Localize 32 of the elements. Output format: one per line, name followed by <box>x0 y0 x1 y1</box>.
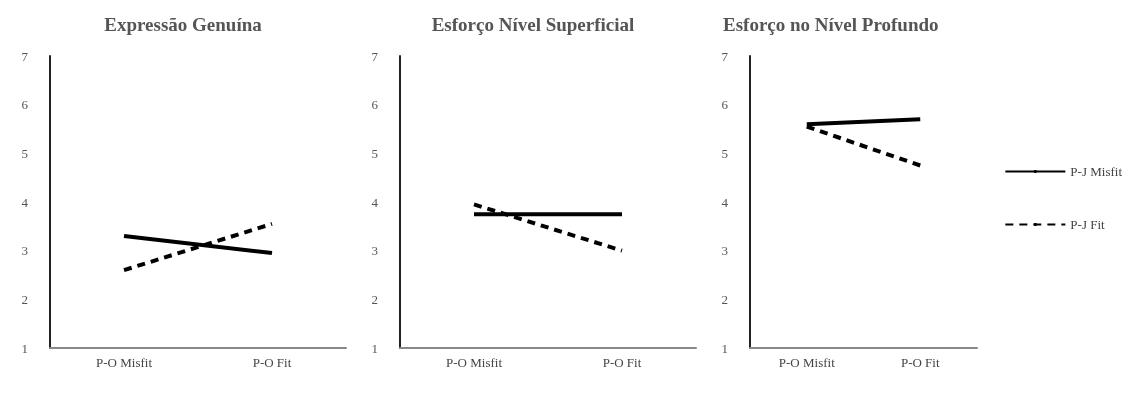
y-tick-label: 6 <box>721 97 729 113</box>
y-tick-label: 5 <box>21 145 28 161</box>
legend-label: P-J Misfit <box>1070 164 1123 179</box>
y-tick-label: 2 <box>21 291 28 307</box>
y-tick-label: 4 <box>721 194 729 210</box>
y-tick-label: 3 <box>371 243 378 259</box>
x-tick-label: P-O Misfit <box>778 355 836 370</box>
chart-title: Esforço no Nível Profundo <box>723 14 939 35</box>
y-tick-label: 7 <box>721 48 729 64</box>
y-tick-label: 6 <box>21 97 29 113</box>
y-tick-label: 4 <box>371 194 379 210</box>
y-tick-label: 1 <box>721 340 728 356</box>
y-tick-label: 7 <box>371 48 379 64</box>
x-tick-label: P-O Fit <box>252 355 292 370</box>
y-tick-label: 5 <box>371 145 378 161</box>
x-tick-label: P-O Fit <box>900 355 940 370</box>
legend-label: P-J Fit <box>1070 217 1106 232</box>
y-tick-label: 2 <box>371 291 378 307</box>
x-tick-label: P-O Misfit <box>446 355 503 370</box>
chart-title: Esforço Nível Superficial <box>431 14 635 35</box>
y-tick-label: 7 <box>21 48 29 64</box>
y-tick-label: 4 <box>21 194 29 210</box>
y-tick-label: 3 <box>721 243 728 259</box>
y-tick-label: 3 <box>21 243 28 259</box>
y-tick-label: 5 <box>721 145 728 161</box>
chart-title: Expressão Genuína <box>104 14 263 35</box>
y-tick-label: 6 <box>371 97 379 113</box>
x-tick-label: P-O Fit <box>602 355 642 370</box>
y-tick-label: 2 <box>721 291 728 307</box>
y-tick-label: 1 <box>371 340 378 356</box>
x-tick-label: P-O Misfit <box>96 355 153 370</box>
y-tick-label: 1 <box>21 340 28 356</box>
